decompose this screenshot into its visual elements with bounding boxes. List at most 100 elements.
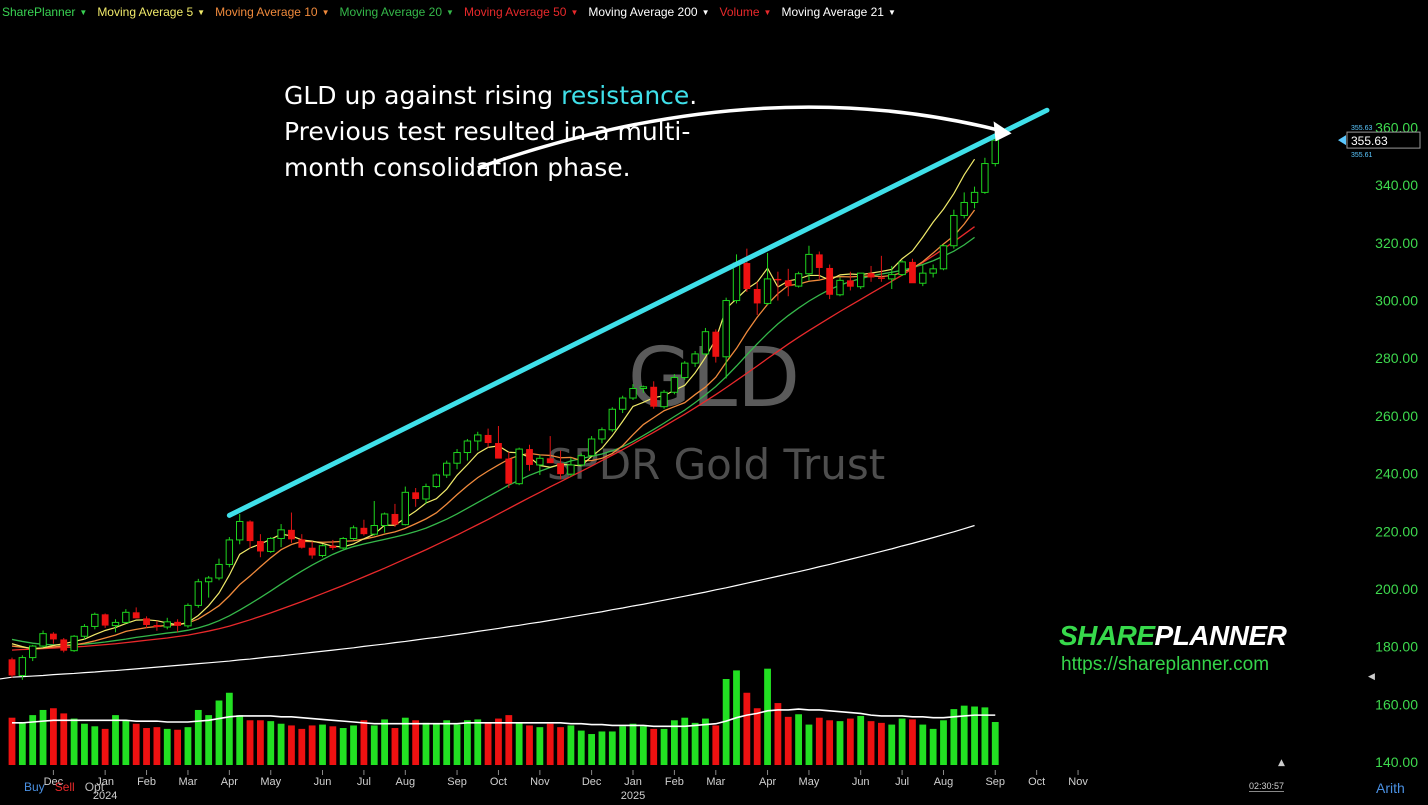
candle bbox=[339, 537, 347, 550]
last-price-label: 355.63 bbox=[1351, 134, 1388, 148]
time-axis[interactable]: Dec Jan 2024 Feb Mar Apr May Jun Jul Aug Sep Oct Nov… bbox=[44, 770, 1089, 802]
candle-body bbox=[163, 621, 171, 628]
candle bbox=[318, 544, 327, 558]
annotation-overlays bbox=[226, 105, 1050, 518]
candle bbox=[50, 632, 57, 644]
legend-item[interactable]: Moving Average 200 ▼ bbox=[588, 5, 709, 19]
ma50-line bbox=[11, 226, 975, 651]
candle-body bbox=[712, 331, 720, 357]
volume-bar bbox=[619, 726, 627, 765]
volume-bar bbox=[163, 728, 171, 765]
ma20-line bbox=[11, 236, 975, 646]
volume-ma21-line bbox=[12, 708, 996, 728]
candle bbox=[225, 537, 234, 568]
candle bbox=[60, 637, 68, 653]
legend-label: Moving Average 50 bbox=[463, 5, 567, 19]
sell-button[interactable]: Sell bbox=[54, 780, 75, 794]
volume-bar bbox=[919, 724, 927, 765]
volume-bar bbox=[815, 717, 823, 765]
volume-bar bbox=[257, 720, 264, 765]
expand-arrow-icon[interactable]: ▲ bbox=[1278, 758, 1285, 768]
volume-bar bbox=[453, 724, 461, 765]
candle bbox=[515, 447, 523, 486]
candle-body bbox=[970, 191, 979, 203]
candle bbox=[836, 277, 844, 297]
scale-mode-button[interactable]: Arith bbox=[1376, 780, 1405, 796]
candle-body bbox=[246, 521, 254, 542]
volume-bar bbox=[205, 715, 213, 765]
volume-bar bbox=[298, 728, 306, 765]
volume-bar bbox=[50, 708, 57, 765]
collapse-arrow-icon[interactable]: ◀ bbox=[1368, 672, 1375, 682]
volume-bar bbox=[526, 725, 533, 765]
candle-body bbox=[878, 277, 885, 279]
candle bbox=[557, 450, 564, 480]
candle bbox=[236, 513, 244, 545]
volume-bars bbox=[8, 668, 999, 765]
candle-body bbox=[670, 377, 679, 393]
legend-item[interactable]: SharePlanner ▼ bbox=[2, 5, 87, 19]
volume-bar bbox=[981, 707, 989, 765]
dropdown-caret-icon: ▼ bbox=[887, 7, 896, 17]
candle-body bbox=[836, 279, 844, 296]
annotation-highlight: resistance bbox=[561, 81, 690, 110]
volume-bar bbox=[474, 719, 482, 765]
legend-item[interactable]: Moving Average 5 ▼ bbox=[97, 5, 205, 19]
legend-item[interactable]: Moving Average 10 ▼ bbox=[215, 5, 329, 19]
moving-average-lines bbox=[0, 158, 976, 680]
candle bbox=[712, 329, 720, 363]
candle-body bbox=[618, 397, 627, 410]
candle-body bbox=[753, 289, 761, 304]
legend-label: SharePlanner bbox=[2, 5, 76, 19]
legend-item[interactable]: Volume ▼ bbox=[720, 5, 772, 19]
time-tick-label: Apr bbox=[221, 776, 238, 788]
annotation-text-2: . Previous test resulted in a multi-mont… bbox=[284, 81, 698, 182]
candle bbox=[412, 488, 420, 507]
candle-body bbox=[463, 440, 472, 454]
candle bbox=[919, 264, 927, 287]
last-price-box bbox=[1346, 131, 1421, 149]
price-tick-label: 280.00 bbox=[1375, 350, 1418, 366]
price-axis[interactable]: 140.00 160.00 180.00 200.00 220.00 240.00 260.… bbox=[1338, 120, 1421, 771]
volume-bar bbox=[577, 730, 585, 765]
candle bbox=[991, 136, 999, 167]
candle-body bbox=[660, 391, 668, 408]
buy-button[interactable]: Buy bbox=[24, 780, 45, 794]
volume-bar bbox=[702, 718, 709, 765]
candle-body bbox=[950, 214, 958, 247]
candle bbox=[80, 624, 89, 640]
candle-body bbox=[608, 408, 616, 431]
volume-bar bbox=[878, 722, 885, 765]
legend-item[interactable]: Moving Average 20 ▼ bbox=[340, 5, 454, 19]
candle-body bbox=[257, 541, 264, 552]
annotation-text-1: GLD up against rising bbox=[284, 81, 562, 110]
candle bbox=[443, 460, 451, 478]
time-tick-label: Apr bbox=[759, 776, 776, 788]
candle bbox=[267, 537, 275, 553]
candle-body bbox=[339, 537, 347, 549]
candle bbox=[391, 503, 399, 527]
price-tick-label: 260.00 bbox=[1375, 408, 1418, 424]
candle bbox=[184, 603, 192, 628]
volume-bar bbox=[18, 722, 26, 765]
volume-bar bbox=[215, 700, 223, 765]
options-button[interactable]: Opt bbox=[84, 780, 105, 794]
volume-bar bbox=[91, 726, 99, 765]
volume-bar bbox=[898, 718, 906, 765]
price-tick-label: 140.00 bbox=[1375, 754, 1418, 770]
legend-item[interactable]: Moving Average 21 ▼ bbox=[781, 5, 895, 19]
arrow-head-icon bbox=[993, 121, 1012, 142]
candle bbox=[774, 271, 782, 301]
website-url[interactable]: https://shareplanner.com bbox=[1061, 654, 1270, 675]
candle bbox=[163, 617, 171, 630]
time-tick-label: Oct bbox=[490, 776, 507, 788]
volume-bar bbox=[971, 706, 978, 765]
dropdown-caret-icon: ▼ bbox=[321, 7, 330, 17]
candle-body bbox=[318, 545, 327, 556]
candle bbox=[298, 534, 306, 549]
candle-body bbox=[774, 278, 782, 281]
legend-label: Volume bbox=[719, 5, 760, 19]
candle bbox=[794, 271, 803, 288]
legend-item[interactable]: Moving Average 50 ▼ bbox=[464, 5, 578, 19]
